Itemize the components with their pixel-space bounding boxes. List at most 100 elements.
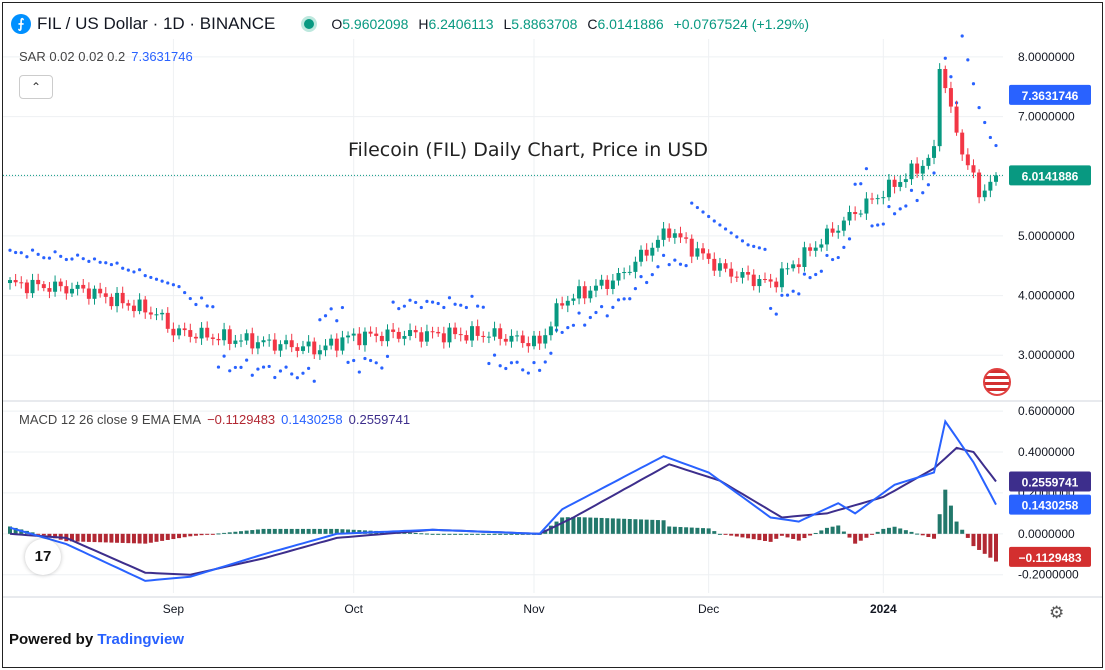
macd-histogram-bar: [30, 532, 35, 534]
macd-histogram-bar: [177, 533, 182, 539]
macd-histogram-bar: [779, 533, 784, 536]
macd-histogram-bar: [509, 533, 514, 535]
sar-dot: [98, 260, 102, 264]
symbol-header: ⨍ FIL / US Dollar · 1D · BINANCE O5.9602…: [11, 13, 809, 35]
candle-body: [131, 305, 136, 312]
sar-dot: [729, 231, 733, 235]
gear-icon[interactable]: ⚙: [1049, 603, 1065, 622]
sar-dot: [47, 256, 52, 260]
macd-histogram-bar: [605, 518, 610, 534]
sar-dot: [53, 250, 57, 254]
macd-histogram-bar: [954, 521, 959, 534]
candle-body: [515, 335, 520, 337]
sar-dot: [92, 257, 97, 261]
sar-dot: [616, 298, 621, 302]
macd-histogram-bar: [774, 533, 779, 539]
sar-dot: [988, 135, 992, 140]
sar-dot: [397, 307, 401, 311]
sar-dot: [791, 289, 795, 293]
macd-histogram-bar: [182, 533, 187, 538]
close-value: 6.0141886: [597, 16, 664, 32]
sar-dot: [526, 371, 530, 375]
sar-dot: [273, 375, 277, 380]
macd-histogram-bar: [808, 533, 813, 536]
macd-histogram-bar: [622, 518, 627, 534]
macd-histogram-bar: [695, 527, 700, 534]
chart-canvas[interactable]: 3.00000004.00000005.00000006.00000007.00…: [3, 3, 1102, 667]
candle-body: [126, 303, 131, 306]
sar-dot: [515, 360, 519, 364]
time-axis: Sep Oct Nov Dec 2024: [163, 602, 897, 616]
sar-dot: [723, 227, 728, 231]
macd-histogram-bar: [69, 533, 74, 542]
tradingview-logo-icon[interactable]: 17: [25, 539, 61, 575]
sar-dot: [442, 305, 446, 310]
candle-body: [193, 336, 198, 339]
macd-histogram-bar: [667, 526, 672, 534]
sar-dot: [222, 354, 226, 358]
sar-dot: [690, 201, 694, 205]
candle-body: [881, 197, 886, 199]
macd-histogram-bar: [965, 533, 970, 538]
macd-histogram-bar: [751, 533, 756, 540]
sar-dot: [64, 257, 68, 262]
candle-body: [712, 258, 717, 271]
macd-histogram-bar: [841, 531, 846, 534]
candle-body: [932, 146, 937, 158]
candle-body: [92, 288, 97, 299]
candle-body: [898, 182, 903, 187]
sar-dot: [797, 292, 801, 296]
sar-dot: [245, 358, 249, 362]
collapse-legend-button[interactable]: ⌃: [19, 75, 53, 99]
macd-tick-label: 0.0000000: [1018, 527, 1075, 541]
candles: [8, 63, 998, 360]
macd-legend[interactable]: MACD 12 26 close 9 EMA EMA −0.1129483 0.14…: [19, 412, 410, 427]
macd-histogram: [8, 489, 998, 562]
sar-dot: [346, 360, 350, 365]
macd-histogram-bar: [323, 528, 328, 534]
sar-dot: [960, 34, 964, 38]
macd-histogram-bar: [300, 528, 305, 534]
tradingview-link[interactable]: Tradingview: [97, 631, 185, 648]
candle-body: [531, 335, 536, 347]
candle-body: [785, 268, 790, 270]
sar-dot: [718, 223, 722, 227]
candle-body: [937, 68, 942, 147]
candle-body: [69, 288, 74, 294]
sar-dot: [59, 254, 63, 258]
candle-body: [948, 88, 953, 107]
macd-histogram-bar: [126, 533, 131, 544]
sar-dot: [323, 314, 328, 318]
candle-body: [644, 249, 649, 256]
candle-body: [796, 264, 801, 267]
sar-dot: [205, 304, 209, 308]
sar-legend[interactable]: SAR 0.02 0.02 0.2 7.3631746: [19, 49, 193, 64]
candle-body: [729, 268, 734, 277]
sar-label: SAR 0.02 0.02 0.2: [19, 49, 126, 64]
symbol-title[interactable]: FIL / US Dollar · 1D · BINANCE: [37, 14, 276, 33]
sar-dot: [622, 297, 626, 301]
candle-body: [988, 181, 993, 191]
market-status-icon[interactable]: [301, 16, 318, 32]
macd-histogram-bar: [284, 528, 289, 534]
macd-histogram-bar: [548, 525, 553, 534]
sar-dot: [836, 255, 840, 260]
macd-histogram-bar: [447, 533, 452, 535]
candle-body: [368, 331, 373, 334]
macd-histogram-bar: [346, 529, 351, 534]
high-value: 6.2406113: [428, 16, 494, 32]
sar-dot: [808, 276, 812, 280]
macd-histogram-bar: [734, 533, 739, 537]
macd-histogram-bar: [853, 533, 858, 544]
candle-body: [695, 248, 700, 257]
us-flag-icon[interactable]: [983, 368, 1011, 396]
sar-dot: [464, 305, 468, 310]
sar-dot: [594, 310, 598, 315]
macd-histogram-bar: [870, 533, 875, 535]
sar-dot: [14, 250, 18, 255]
macd-histogram-bar: [306, 528, 311, 534]
macd-histogram-bar: [199, 533, 204, 536]
candle-body: [661, 228, 666, 240]
candle-body: [58, 281, 63, 287]
candle-body: [312, 341, 317, 355]
